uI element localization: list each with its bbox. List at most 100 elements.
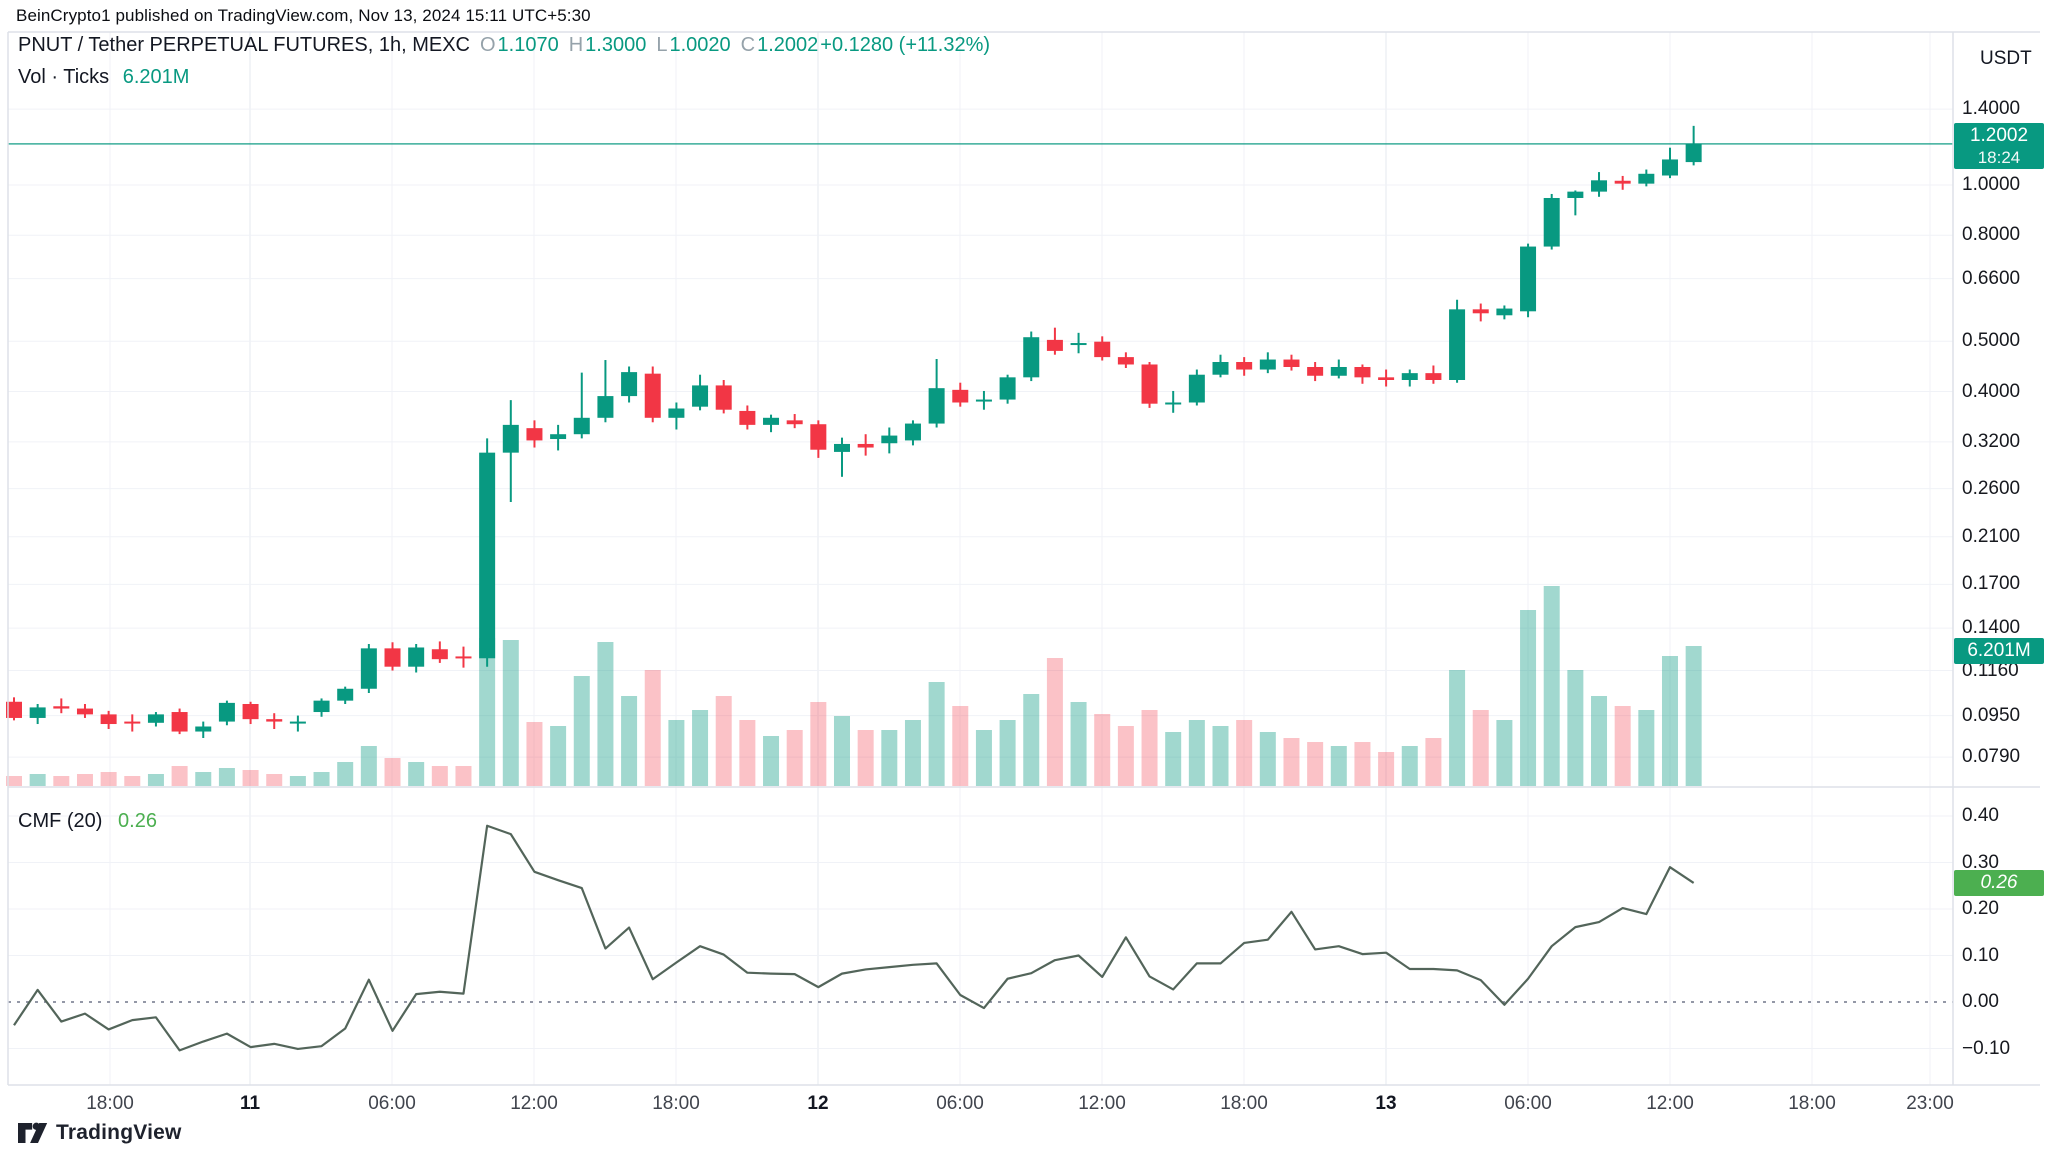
tradingview-logo[interactable]: TradingView — [18, 1118, 182, 1148]
candle — [810, 420, 827, 458]
volume-bar — [644, 670, 661, 786]
volume-bar — [715, 696, 732, 786]
price-axis-label: 0.0790 — [1962, 746, 2021, 768]
candle — [479, 438, 496, 667]
volume-bar — [242, 770, 259, 786]
price-axis-label: 0.5000 — [1962, 330, 2021, 352]
candle — [975, 390, 992, 410]
volume-bar — [1259, 732, 1276, 786]
cmf-value: 0.26 — [118, 810, 157, 832]
time-axis-label: 18:00 — [1220, 1093, 1268, 1114]
volume-bar — [999, 720, 1016, 786]
cmf-axis-label: 0.20 — [1962, 898, 1999, 919]
time-axis-label: 06:00 — [936, 1093, 984, 1114]
symbol-title[interactable]: PNUT / Tether PERPETUAL FUTURES, 1h, MEX… — [18, 34, 470, 56]
candle — [1023, 331, 1040, 382]
volume-bar — [1449, 670, 1466, 786]
candle — [1614, 175, 1631, 190]
volume-bar — [455, 766, 472, 786]
candle — [147, 712, 164, 727]
candle — [1449, 299, 1466, 383]
time-axis-label: 18:00 — [652, 1093, 700, 1114]
candle — [1188, 369, 1205, 406]
volume-bar — [1591, 696, 1608, 786]
volume-bar — [763, 736, 780, 786]
volume-bar — [6, 776, 22, 786]
volume-bar — [1520, 610, 1537, 786]
volume-bar — [289, 776, 306, 786]
ohlc-values: O 1.1070 H 1.3000 L 1.0020 C 1.2002 — [470, 34, 818, 56]
price-axis-label: 0.0950 — [1962, 704, 2021, 726]
volume-bar — [597, 642, 614, 786]
ohlc-value: 1.3000 — [585, 34, 647, 56]
time-axis-label: 23:00 — [1906, 1093, 1954, 1114]
tradingview-logo-text: TradingView — [56, 1121, 182, 1144]
candle — [6, 697, 22, 721]
cmf-label[interactable]: CMF (20) — [18, 810, 103, 832]
volume-legend: Vol · Ticks 6.201M — [18, 66, 189, 89]
candle — [833, 437, 850, 477]
volume-bar — [1070, 702, 1087, 786]
candle — [1591, 172, 1608, 197]
price-axis-label: 1.0000 — [1962, 174, 2021, 195]
cmf-line — [13, 824, 1695, 1052]
symbol-legend: PNUT / Tether PERPETUAL FUTURES, 1h, MEX… — [18, 34, 990, 57]
candle — [1141, 361, 1158, 408]
ohlc-key: L — [656, 34, 668, 56]
volume-layer — [6, 586, 1702, 786]
price-axis-label: 0.2100 — [1962, 525, 2021, 547]
grid-layer — [8, 32, 1953, 1085]
ohlc-key: H — [568, 34, 584, 56]
candle — [668, 402, 685, 430]
volume-bar — [1685, 646, 1702, 786]
candle — [1567, 190, 1584, 216]
volume-bar — [1236, 720, 1253, 786]
volume-bar — [550, 726, 567, 786]
volume-bar — [266, 774, 283, 786]
volume-bar — [1472, 710, 1489, 786]
volume-bar — [857, 730, 874, 786]
time-axis-label: 18:00 — [86, 1093, 134, 1114]
candle — [502, 400, 519, 503]
volume-bar — [76, 774, 93, 786]
volume-label[interactable]: Vol · Ticks — [18, 66, 110, 88]
volume-bar — [1141, 710, 1158, 786]
volume-bar — [218, 768, 235, 786]
volume-bar — [1023, 694, 1040, 786]
candle — [289, 715, 306, 732]
ohlc-value: 1.1070 — [497, 34, 559, 56]
candle — [621, 366, 638, 403]
time-axis-label: 13 — [1375, 1093, 1397, 1114]
last-price-value: 1.2002 — [1969, 125, 2029, 146]
candle — [739, 405, 756, 430]
candle — [266, 713, 283, 730]
volume-bar — [810, 702, 827, 786]
candle — [1283, 354, 1300, 371]
ohlc-value: 1.2002 — [757, 34, 819, 56]
price-axis-label: 0.1160 — [1962, 659, 2019, 681]
volume-bar — [1188, 720, 1205, 786]
candle — [431, 641, 448, 663]
volume-value: 6.201M — [122, 66, 190, 88]
ohlc-value: 1.0020 — [669, 34, 731, 56]
volume-bar — [1117, 726, 1134, 786]
candle — [384, 642, 401, 671]
volume-bar — [928, 682, 945, 786]
candle — [195, 721, 212, 738]
volume-bar — [1661, 656, 1678, 786]
ohlc-key: C — [740, 34, 756, 56]
volume-bar — [1567, 670, 1584, 786]
candle — [1259, 352, 1276, 374]
candle — [29, 704, 46, 725]
volume-bar — [1638, 710, 1655, 786]
candle — [100, 710, 117, 730]
axis-currency-label: USDT — [1980, 48, 2032, 69]
cmf-axis-label: 0.30 — [1962, 851, 1999, 873]
candle — [124, 714, 141, 732]
volume-bar — [833, 716, 850, 786]
candle — [218, 700, 235, 726]
candle — [1543, 193, 1560, 250]
candle — [313, 698, 330, 717]
volume-bar — [1543, 586, 1560, 786]
